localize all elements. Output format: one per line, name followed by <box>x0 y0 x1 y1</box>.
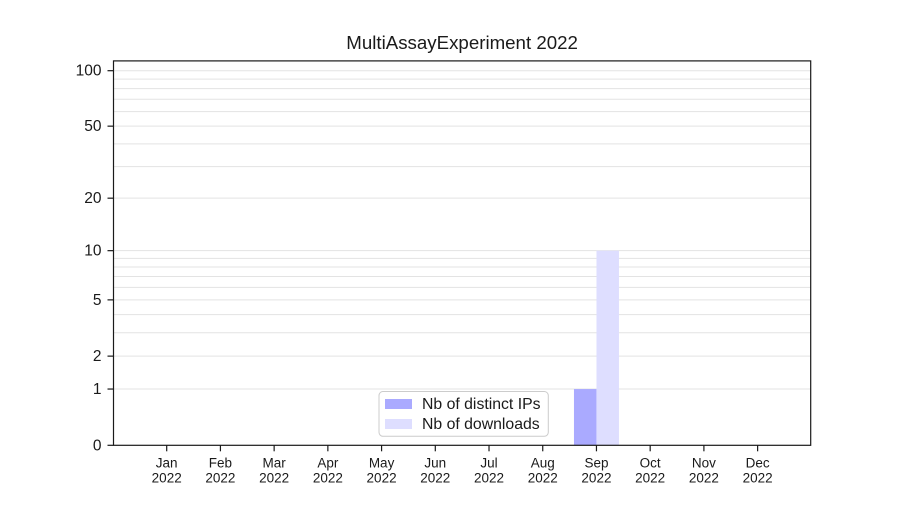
svg-text:1: 1 <box>93 381 102 398</box>
svg-text:20: 20 <box>84 190 102 207</box>
svg-text:MultiAssayExperiment 2022: MultiAssayExperiment 2022 <box>346 32 578 53</box>
svg-text:2022: 2022 <box>152 470 182 485</box>
svg-text:2022: 2022 <box>259 470 289 485</box>
svg-text:2022: 2022 <box>367 470 397 485</box>
svg-text:Sep: Sep <box>584 455 608 470</box>
svg-text:100: 100 <box>76 63 102 80</box>
svg-text:2022: 2022 <box>474 470 504 485</box>
svg-text:Jan: Jan <box>156 455 178 470</box>
svg-text:2022: 2022 <box>528 470 558 485</box>
svg-text:0: 0 <box>93 437 102 454</box>
svg-text:2022: 2022 <box>420 470 450 485</box>
svg-text:Mar: Mar <box>263 455 287 470</box>
svg-text:2022: 2022 <box>581 470 611 485</box>
svg-text:Feb: Feb <box>209 455 232 470</box>
svg-text:Nb of distinct IPs: Nb of distinct IPs <box>422 396 541 413</box>
svg-text:Jun: Jun <box>424 455 446 470</box>
svg-text:5: 5 <box>93 292 102 309</box>
svg-text:10: 10 <box>84 243 102 260</box>
svg-text:2022: 2022 <box>313 470 343 485</box>
svg-text:Jul: Jul <box>480 455 497 470</box>
svg-text:Apr: Apr <box>317 455 339 470</box>
svg-text:Dec: Dec <box>746 455 770 470</box>
svg-text:2022: 2022 <box>743 470 773 485</box>
svg-text:2: 2 <box>93 348 102 365</box>
svg-text:Nov: Nov <box>692 455 716 470</box>
svg-text:2022: 2022 <box>635 470 665 485</box>
svg-text:Nb of downloads: Nb of downloads <box>422 416 540 433</box>
svg-text:50: 50 <box>84 118 102 135</box>
svg-text:Aug: Aug <box>531 455 555 470</box>
svg-text:May: May <box>369 455 395 470</box>
svg-text:Oct: Oct <box>640 455 661 470</box>
svg-text:2022: 2022 <box>205 470 235 485</box>
svg-text:2022: 2022 <box>689 470 719 485</box>
